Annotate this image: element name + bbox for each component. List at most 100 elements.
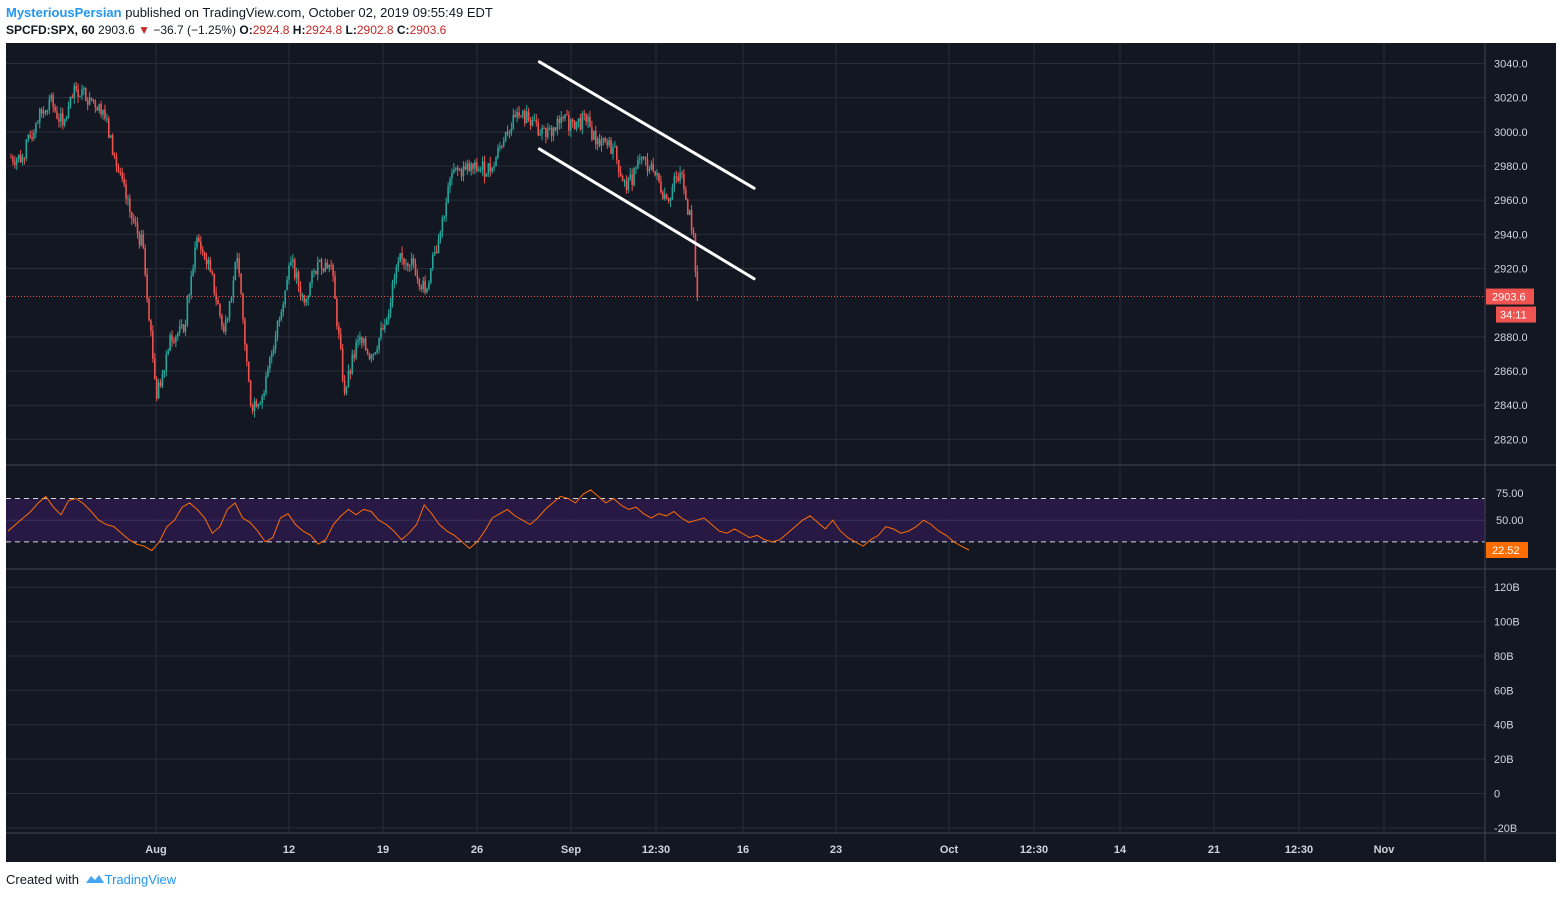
candle[interactable] (303, 294, 306, 306)
candle[interactable] (663, 187, 666, 201)
candle[interactable] (627, 176, 630, 194)
candle[interactable] (537, 118, 540, 137)
candle[interactable] (495, 155, 497, 167)
candle[interactable] (397, 256, 400, 272)
candle[interactable] (407, 262, 409, 272)
candle[interactable] (211, 269, 214, 276)
candle[interactable] (98, 103, 100, 114)
candle[interactable] (610, 137, 612, 155)
candle[interactable] (391, 279, 394, 308)
candle[interactable] (182, 324, 185, 334)
candle[interactable] (359, 331, 361, 345)
candle[interactable] (474, 159, 476, 175)
candle[interactable] (399, 252, 401, 263)
candle[interactable] (153, 353, 156, 380)
candle[interactable] (209, 256, 212, 273)
candle[interactable] (88, 91, 91, 106)
candle[interactable] (269, 355, 271, 373)
candle[interactable] (679, 166, 681, 184)
candle[interactable] (10, 153, 12, 159)
candle[interactable] (422, 276, 424, 293)
candle[interactable] (315, 270, 317, 275)
candle[interactable] (608, 136, 610, 148)
candle[interactable] (267, 365, 269, 379)
candle[interactable] (334, 270, 336, 299)
candle[interactable] (111, 133, 114, 156)
candle[interactable] (376, 345, 378, 355)
candle[interactable] (92, 99, 95, 104)
candle[interactable] (602, 137, 605, 146)
candle[interactable] (489, 156, 492, 177)
candle[interactable] (121, 167, 123, 182)
candle[interactable] (278, 316, 281, 327)
candle[interactable] (324, 258, 327, 273)
candle[interactable] (587, 113, 589, 129)
candle[interactable] (79, 95, 81, 98)
candle[interactable] (119, 167, 122, 176)
candle[interactable] (696, 265, 699, 302)
candle[interactable] (606, 138, 609, 149)
candle[interactable] (159, 379, 162, 388)
candle[interactable] (362, 337, 365, 347)
candle[interactable] (508, 129, 511, 139)
candle[interactable] (104, 104, 106, 121)
candle[interactable] (476, 157, 478, 173)
candle[interactable] (339, 327, 342, 351)
candle[interactable] (163, 369, 166, 379)
candle[interactable] (464, 161, 467, 171)
candle[interactable] (81, 84, 83, 101)
candle[interactable] (125, 179, 127, 205)
candle[interactable] (612, 143, 614, 160)
candle[interactable] (403, 257, 405, 270)
candle[interactable] (140, 230, 143, 247)
candle[interactable] (297, 269, 300, 292)
candle[interactable] (387, 308, 390, 325)
candle[interactable] (541, 124, 543, 141)
candle[interactable] (305, 298, 308, 307)
candle[interactable] (491, 167, 494, 174)
candle[interactable] (518, 105, 520, 119)
candle[interactable] (15, 157, 18, 171)
candle[interactable] (286, 275, 288, 291)
candle[interactable] (165, 350, 168, 377)
candle[interactable] (562, 115, 564, 122)
candle[interactable] (50, 93, 53, 103)
candle[interactable] (75, 81, 77, 93)
candle[interactable] (25, 138, 28, 162)
candle[interactable] (38, 107, 41, 129)
candle[interactable] (414, 258, 417, 277)
candle[interactable] (249, 379, 252, 408)
candle[interactable] (351, 349, 354, 376)
candle[interactable] (688, 209, 691, 216)
candle[interactable] (389, 297, 392, 319)
candle[interactable] (506, 125, 509, 137)
candle[interactable] (593, 130, 595, 140)
candle[interactable] (205, 252, 208, 270)
candle[interactable] (445, 197, 447, 222)
candle[interactable] (353, 349, 355, 362)
candle[interactable] (514, 110, 517, 118)
candle[interactable] (441, 215, 444, 238)
candle[interactable] (347, 364, 350, 388)
candle[interactable] (520, 114, 522, 118)
candle[interactable] (328, 264, 331, 273)
candle[interactable] (547, 123, 549, 140)
candle[interactable] (117, 163, 120, 173)
candle[interactable] (270, 350, 273, 364)
candle[interactable] (178, 319, 181, 336)
candle[interactable] (401, 246, 403, 266)
candle[interactable] (63, 118, 66, 128)
candle[interactable] (100, 100, 102, 118)
candle[interactable] (619, 165, 622, 178)
candle[interactable] (29, 130, 31, 140)
candle[interactable] (318, 259, 321, 262)
candle[interactable] (288, 262, 290, 285)
price-pane[interactable] (6, 81, 1485, 418)
candle[interactable] (217, 296, 219, 305)
candle[interactable] (42, 106, 45, 119)
candle[interactable] (378, 337, 380, 354)
candle[interactable] (223, 322, 225, 334)
candle[interactable] (596, 136, 599, 151)
candle[interactable] (591, 120, 593, 142)
candle[interactable] (299, 281, 302, 301)
